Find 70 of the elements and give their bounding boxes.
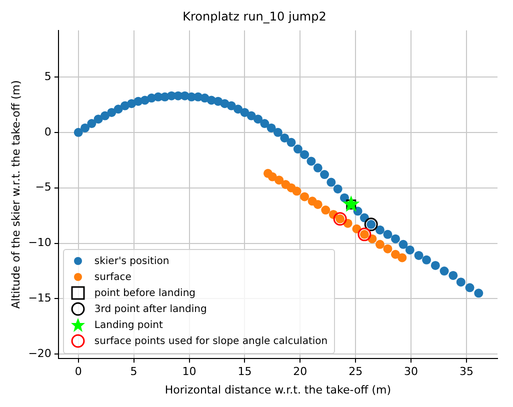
point	[456, 278, 466, 287]
x-tick-label: 10	[182, 365, 196, 378]
point	[375, 240, 384, 249]
point	[87, 119, 96, 128]
legend-label: skier's position	[94, 256, 170, 267]
y-tick-label: −10	[28, 236, 52, 250]
point	[430, 260, 440, 270]
point	[94, 114, 103, 124]
y-axis-title: Altitude of the skier w.r.t. the take-off (m)	[9, 80, 22, 309]
y-tick-label: −5	[35, 180, 52, 194]
y-tick-label: 0	[44, 125, 52, 138]
point	[306, 156, 316, 166]
point	[300, 150, 310, 160]
point	[383, 230, 392, 239]
point	[474, 288, 484, 298]
legend-label: Landing point	[94, 320, 163, 331]
point	[390, 250, 400, 259]
point	[286, 138, 296, 147]
point	[80, 123, 90, 132]
point	[274, 176, 284, 185]
legend-label: 3rd point after landing	[94, 304, 207, 315]
point	[364, 218, 378, 232]
y-tick-label: −20	[28, 347, 52, 360]
point	[226, 101, 236, 110]
x-tick-label: 30	[404, 365, 418, 378]
point	[240, 108, 250, 117]
x-tick-label: 5	[130, 365, 138, 378]
y-tick-label: 5	[44, 70, 52, 83]
point	[313, 200, 322, 209]
point	[107, 108, 116, 117]
point	[260, 119, 270, 128]
point	[266, 123, 276, 132]
x-tick-label: 15	[238, 365, 252, 378]
point	[321, 206, 330, 215]
point	[292, 186, 302, 196]
point	[342, 195, 360, 212]
point	[313, 163, 322, 172]
y-tick-label: −15	[28, 292, 52, 305]
point	[320, 170, 330, 180]
x-axis-title: Horizontal distance w.r.t. the take-off (m)	[164, 383, 392, 396]
point	[280, 133, 290, 142]
x-tick-label: 20	[293, 365, 308, 378]
legend-label: point before landing	[94, 288, 196, 299]
point	[375, 225, 384, 234]
point	[333, 212, 347, 226]
point	[358, 228, 372, 242]
point	[234, 104, 243, 114]
point	[383, 244, 392, 254]
point	[398, 240, 408, 249]
point	[398, 253, 407, 262]
point	[465, 283, 474, 292]
point	[333, 184, 342, 194]
legend-label: surface points used for slope angle calculation	[94, 336, 328, 347]
point	[422, 255, 432, 264]
point	[74, 128, 83, 137]
point	[300, 192, 310, 202]
point	[293, 144, 302, 154]
point	[414, 250, 424, 260]
point	[326, 178, 336, 187]
x-tick-label: 0	[74, 365, 82, 378]
point	[440, 266, 449, 276]
x-tick-label: 25	[348, 365, 363, 378]
point	[448, 270, 458, 280]
legend-label: surface	[94, 272, 132, 283]
point	[390, 234, 400, 244]
point	[273, 128, 282, 137]
chart-title: Kronplatz run_10 jump2	[182, 9, 326, 24]
x-tick-label: 35	[459, 365, 474, 378]
point	[254, 114, 262, 124]
point	[405, 245, 414, 254]
